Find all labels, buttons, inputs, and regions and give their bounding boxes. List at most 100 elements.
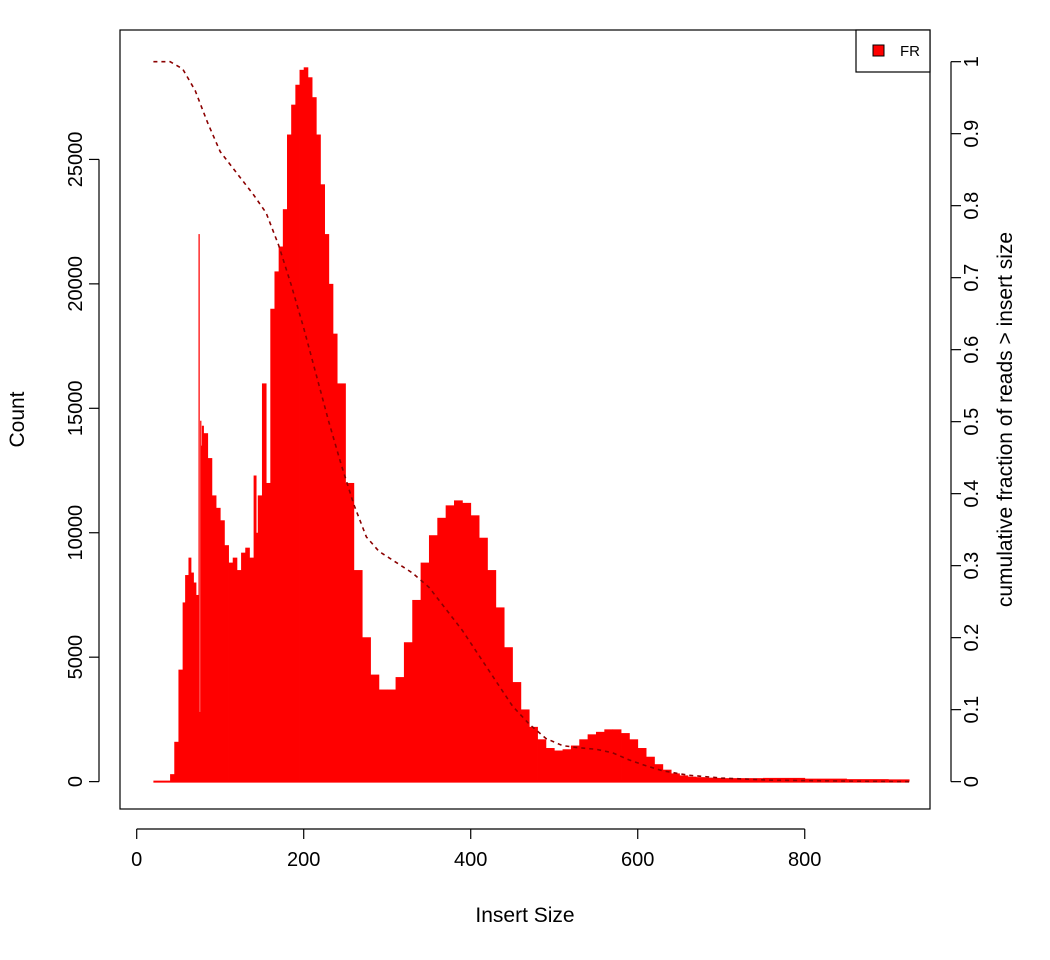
histogram-bar [312, 97, 317, 782]
y-tick-label: 0 [65, 776, 87, 787]
histogram-bar [696, 777, 705, 782]
histogram-bar [182, 602, 186, 782]
histogram-bar [462, 502, 472, 782]
histogram-bar [216, 507, 221, 782]
histogram-bar [529, 726, 538, 782]
histogram-bar [654, 764, 664, 782]
histogram-bar [428, 535, 438, 782]
histogram-bar [495, 607, 505, 782]
y2-axis-title: cumulative fraction of reads > insert si… [994, 232, 1017, 607]
histogram-bar [504, 647, 513, 782]
y2-tick-label: 0.9 [961, 120, 983, 148]
histogram-bar [587, 734, 597, 782]
histogram-bar [188, 557, 192, 782]
histogram-bar [387, 689, 396, 782]
histogram-bar [395, 677, 405, 782]
histogram-bar [721, 778, 764, 782]
histogram-bar [337, 383, 346, 782]
histogram-bar [637, 748, 647, 782]
histogram-bar [328, 283, 334, 782]
histogram-bar [888, 779, 910, 782]
y-tick-label: 10000 [65, 505, 87, 561]
histogram-bar [671, 773, 680, 782]
y2-tick-label: 0.2 [961, 624, 983, 652]
histogram-bar [679, 775, 689, 782]
histogram-bar [437, 517, 447, 782]
histogram-bar [320, 184, 325, 782]
histogram-bar [198, 234, 200, 782]
histogram-bar [295, 84, 300, 782]
histogram-bar [257, 495, 263, 782]
y-tick-label: 20000 [65, 256, 87, 312]
axes-layer: 0 200 400 600 800 0 5000 10000 15000 20000 25000 0 0… [6, 29, 1017, 927]
histogram-bar [403, 642, 413, 782]
histogram-bar [203, 433, 209, 782]
y2-tick-label: 0.6 [961, 336, 983, 364]
histogram-bar [445, 505, 455, 782]
histogram-bar [299, 69, 305, 782]
x-axis-title: Insert Size [475, 904, 574, 927]
y-tick-label: 5000 [65, 635, 87, 680]
histogram-bar [241, 552, 246, 782]
histogram-bar [224, 545, 229, 782]
histogram-bar [412, 599, 422, 782]
legend-box [855, 29, 931, 73]
y2-tick-label: 0.4 [961, 480, 983, 508]
histogram-bar [256, 532, 259, 782]
y2-tick-label: 0 [961, 776, 983, 787]
histogram-bar [570, 745, 580, 782]
cumulative-line-layer [153, 60, 910, 783]
legend-label: FR [900, 43, 920, 60]
histogram-bar [604, 729, 614, 782]
histogram-bar [520, 709, 530, 782]
histogram-bar [420, 562, 430, 782]
histogram-bar [261, 383, 267, 782]
y2-tick-label: 0.3 [961, 552, 983, 580]
x-tick-label: 800 [788, 849, 821, 871]
histogram-bar [200, 420, 202, 782]
histogram-bar [646, 756, 655, 782]
histogram-bar [266, 482, 271, 782]
histogram-bar [291, 104, 296, 782]
histogram-bar [479, 537, 488, 782]
histogram-bar [470, 515, 480, 782]
histogram-bar [287, 134, 292, 782]
histogram-bar [579, 739, 589, 782]
histogram-bar [201, 425, 204, 782]
histogram-bar [232, 557, 238, 782]
histogram-bar [278, 246, 284, 782]
histogram-bar [554, 750, 563, 782]
x-tick-label: 0 [131, 849, 142, 871]
histogram-bar [195, 594, 199, 782]
histogram-bar [612, 729, 622, 782]
histogram-bar [370, 674, 380, 782]
histogram-bar [303, 67, 309, 782]
histogram-bar [190, 572, 194, 782]
histogram-bar [201, 445, 203, 782]
histogram-bar [353, 570, 363, 782]
histogram-bar [762, 777, 806, 782]
histogram-bar [704, 777, 714, 782]
histogram-bar [454, 500, 463, 782]
histogram-bar [253, 475, 257, 782]
y-tick-label: 15000 [65, 380, 87, 436]
histogram-bar [228, 562, 234, 782]
histogram-bar [345, 482, 355, 782]
histogram-bar [687, 776, 697, 782]
histogram-bar [245, 547, 250, 782]
histogram-bar [537, 739, 547, 782]
histogram-bar [324, 234, 330, 782]
histogram-bar [378, 689, 388, 782]
cumulative-fraction-line [153, 60, 910, 783]
histogram-bar [712, 777, 722, 782]
plot-frame [119, 29, 931, 810]
y2-tick-label: 0.1 [961, 696, 983, 724]
histogram-bar [282, 209, 288, 782]
histogram-bar [270, 308, 275, 782]
y-axis-title: Count [6, 391, 29, 447]
histogram-bar [629, 739, 639, 782]
legend: FR [855, 29, 931, 73]
histogram-bar [178, 669, 184, 782]
histogram-bar [316, 134, 321, 782]
